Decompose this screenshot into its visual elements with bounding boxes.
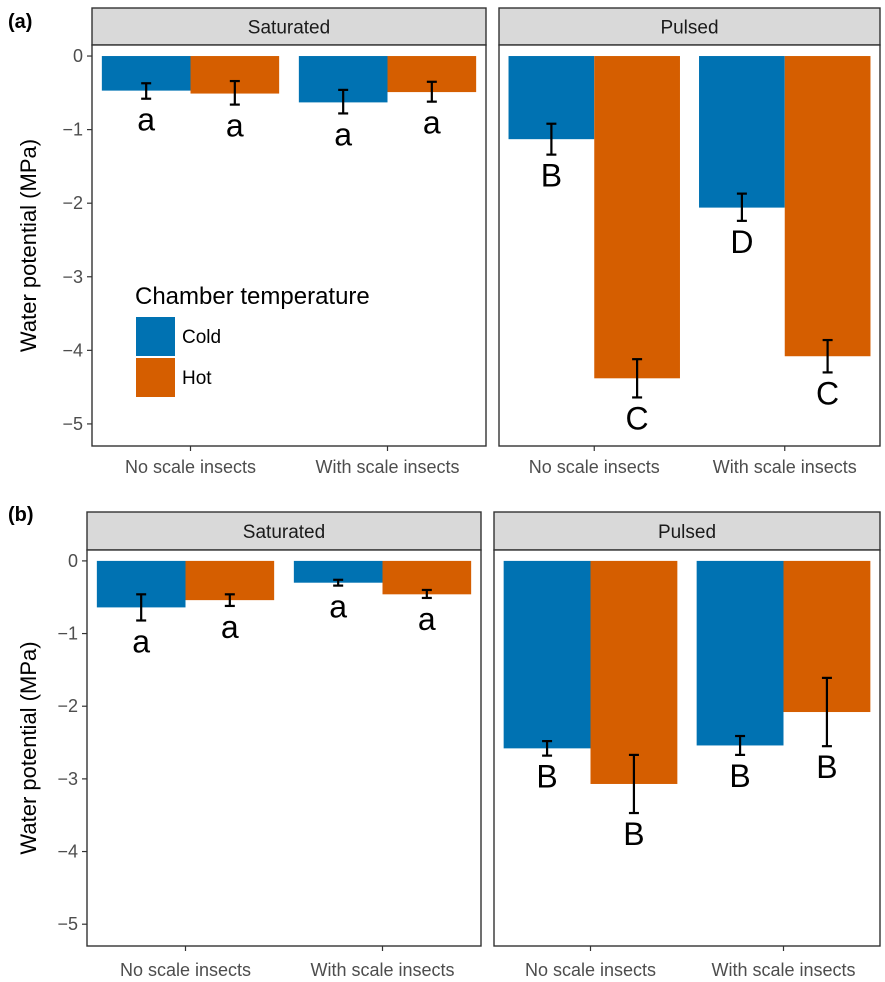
significance-label: C xyxy=(626,400,649,436)
significance-label: D xyxy=(730,224,753,260)
y-tick-label: −3 xyxy=(57,769,78,789)
x-tick-label: No scale insects xyxy=(525,960,656,980)
facet-title: Pulsed xyxy=(660,18,718,39)
significance-label: a xyxy=(418,601,436,637)
y-tick-label: −2 xyxy=(57,696,78,716)
facet-strip xyxy=(493,511,881,551)
significance-label: a xyxy=(423,105,441,141)
bar-hot xyxy=(784,56,871,357)
y-tick-label: 0 xyxy=(73,46,83,66)
x-tick-label: With scale insects xyxy=(310,960,454,980)
y-tick-label: −5 xyxy=(57,914,78,934)
significance-label: a xyxy=(137,102,155,138)
y-axis-title: Water potential (MPa) xyxy=(16,641,41,854)
facet-panel xyxy=(86,549,482,947)
legend-label: Hot xyxy=(182,368,212,389)
legend-label: Cold xyxy=(182,327,221,348)
legend-key-hot xyxy=(136,358,175,397)
y-tick-label: −3 xyxy=(62,267,83,287)
significance-label: B xyxy=(541,158,562,194)
legend-title: Chamber temperature xyxy=(135,283,370,310)
significance-label: B xyxy=(729,758,750,794)
y-tick-label: −4 xyxy=(57,842,78,862)
x-tick-label: With scale insects xyxy=(713,457,857,477)
x-tick-label: No scale insects xyxy=(120,960,251,980)
bar-cold xyxy=(696,560,784,746)
x-tick-label: With scale insects xyxy=(315,457,459,477)
bar-cold xyxy=(699,56,785,208)
bar-hot xyxy=(594,56,680,379)
significance-label: a xyxy=(221,609,239,645)
x-tick-label: With scale insects xyxy=(711,960,855,980)
significance-label: a xyxy=(226,108,244,144)
significance-label: C xyxy=(816,375,839,411)
bar-hot xyxy=(590,560,678,784)
bar-cold xyxy=(503,560,591,749)
facet-title: Saturated xyxy=(243,522,325,543)
bar-cold xyxy=(293,560,383,583)
y-tick-label: −1 xyxy=(62,120,83,140)
x-tick-label: No scale insects xyxy=(529,457,660,477)
panel-label: (a) xyxy=(8,11,32,33)
y-tick-label: −5 xyxy=(62,414,83,434)
significance-label: B xyxy=(623,816,644,852)
y-tick-label: 0 xyxy=(68,551,78,571)
y-tick-label: −2 xyxy=(62,193,83,213)
significance-label: B xyxy=(816,749,837,785)
significance-label: a xyxy=(329,589,347,625)
y-tick-label: −1 xyxy=(57,624,78,644)
y-axis-title: Water potential (MPa) xyxy=(16,139,41,352)
significance-label: a xyxy=(334,116,352,152)
facet-title: Saturated xyxy=(248,18,330,39)
panel-label: (b) xyxy=(8,504,34,526)
bar-hot xyxy=(382,560,472,595)
y-tick-label: −4 xyxy=(62,340,83,360)
facet-title: Pulsed xyxy=(658,522,716,543)
significance-label: B xyxy=(536,759,557,795)
facet-strip xyxy=(86,511,482,551)
x-tick-label: No scale insects xyxy=(125,457,256,477)
legend-key-cold xyxy=(136,317,175,356)
significance-label: a xyxy=(132,623,150,659)
